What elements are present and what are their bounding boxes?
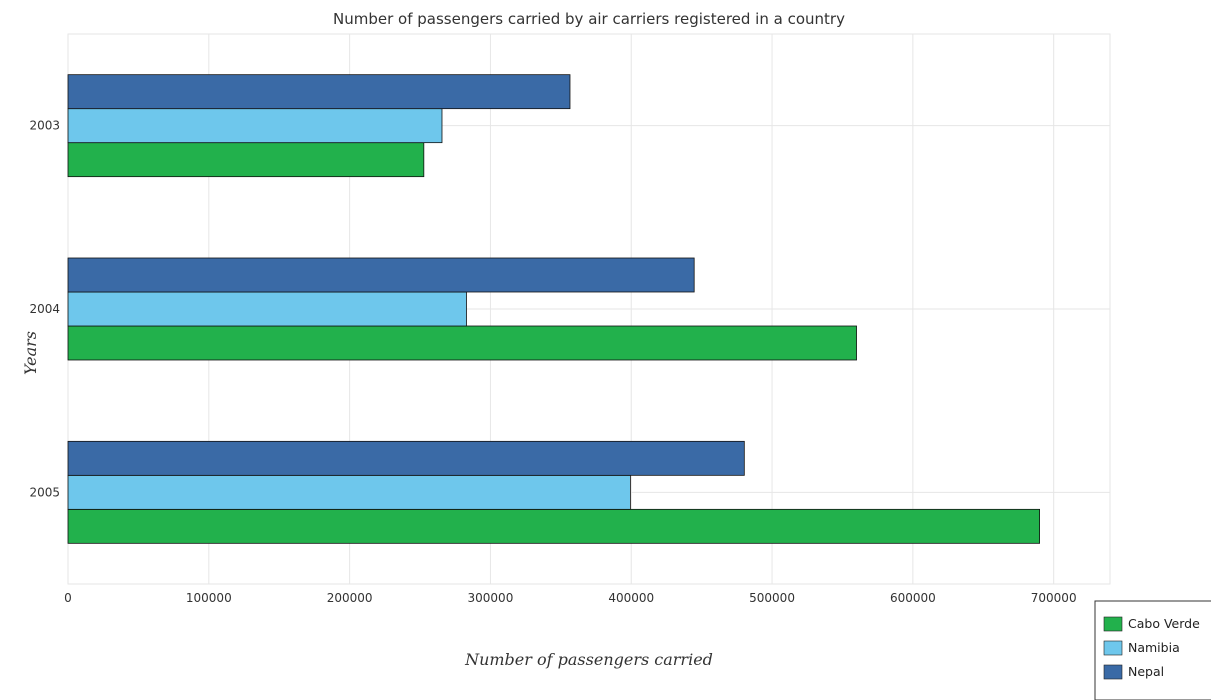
y-axis-label: Years [21,331,40,375]
x-axis-label: Number of passengers carried [464,650,713,669]
x-tick-label: 500000 [749,591,795,605]
bar-namibia-2003 [67,108,443,144]
legend-label: Cabo Verde [1128,616,1200,631]
x-tick-label: 400000 [608,591,654,605]
legend: Cabo Verde Namibia Nepal [1094,600,1211,700]
legend-label: Namibia [1128,640,1180,655]
bar-namibia-2004 [67,291,467,327]
chart-title: Number of passengers carried by air carr… [333,10,845,28]
legend-swatch [1103,640,1123,656]
bar-cabo-verde-2005 [67,508,1040,544]
legend-swatch [1103,664,1123,680]
bar-namibia-2005 [67,474,631,510]
x-tick-label: 700000 [1031,591,1077,605]
legend-label: Nepal [1128,664,1164,679]
x-tick-label: 100000 [186,591,232,605]
bar-nepal-2003 [67,74,571,110]
x-tick-label: 0 [64,591,72,605]
bar-cabo-verde-2004 [67,325,857,361]
y-tick-label: 2004 [29,302,60,316]
x-tick-label: 200000 [327,591,373,605]
bar-nepal-2004 [67,257,695,293]
x-axis-ticks: 0 100000 200000 300000 400000 500000 600000 700… [64,591,1076,605]
legend-swatch [1103,616,1123,632]
bars [67,74,1040,544]
y-tick-label: 2005 [29,485,60,499]
x-tick-label: 600000 [890,591,936,605]
y-tick-label: 2003 [29,119,60,133]
x-tick-label: 300000 [468,591,514,605]
y-axis-ticks: 2003 2004 2005 [29,119,60,500]
bar-nepal-2005 [67,440,745,476]
bar-cabo-verde-2003 [67,142,425,178]
